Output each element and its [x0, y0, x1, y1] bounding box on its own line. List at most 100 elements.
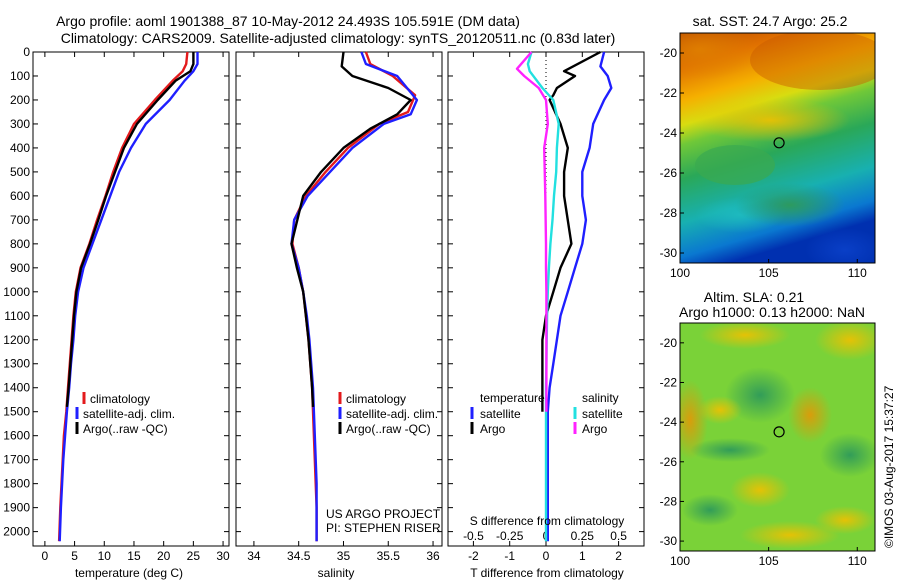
y-tick-label: 1900 — [3, 501, 30, 515]
x-tick-label: 100 — [670, 554, 690, 568]
y-tick-label: -20 — [660, 336, 678, 350]
series-line-satellite-adj-clim- — [58, 52, 199, 542]
salinity-axes: 34 34.5 35 35.5 36 — [236, 51, 442, 563]
legend-label-argo: Argo(..raw -QC) — [346, 422, 431, 436]
y-tick-label: -30 — [660, 534, 678, 548]
y-tick-label: -24 — [660, 126, 678, 140]
x-tick-label: 110 — [848, 266, 867, 280]
temperature-axes: 0 5 10 15 20 25 300100200300400500600700800900… — [3, 45, 230, 563]
imos-credit: ©IMOS 03-Aug-2017 15:37:27 — [882, 385, 896, 548]
y-tick-label: 200 — [10, 93, 30, 107]
series-line-satellite-adj-clim- — [290, 51, 419, 542]
y-tick-label: -20 — [660, 46, 678, 60]
x-tick-label: 0 — [42, 549, 49, 563]
x-tick-label: 34.5 — [287, 549, 311, 563]
temperature-xlabel: temperature (deg C) — [75, 566, 183, 580]
y-tick-label: 900 — [10, 261, 30, 275]
y-tick-label: 500 — [10, 165, 30, 179]
x-tick-label: 105 — [759, 554, 779, 568]
y-tick-label: 1000 — [3, 285, 30, 299]
s-tick-label: 0.5 — [610, 529, 627, 543]
sla-map-axes: 100 105 110 -20 -22 -24 -26 -28 -30 — [660, 336, 868, 568]
project-annotation: US ARGO PROJECT — [326, 507, 441, 521]
x-tick-label: 110 — [848, 554, 867, 568]
legend-label-satellite: satellite-adj. clim. — [346, 407, 438, 421]
pi-annotation: PI: STEPHEN RISER — [326, 521, 441, 535]
x-tick-label: 36 — [426, 549, 440, 563]
series-line-climatology — [291, 51, 417, 542]
series-line-argo-raw-qc- — [65, 52, 195, 408]
legend-label-t-satellite: satellite — [480, 407, 521, 421]
x-tick-label: -2 — [468, 549, 479, 563]
s-tick-label: -0.25 — [496, 529, 524, 543]
y-tick-label: -26 — [660, 166, 678, 180]
x-tick-label: 0 — [543, 549, 550, 563]
y-tick-label: 1200 — [3, 333, 30, 347]
y-tick-label: 1700 — [3, 453, 30, 467]
legend-label-climatology: climatology — [90, 392, 150, 406]
y-tick-label: 400 — [10, 141, 30, 155]
y-tick-label: 1100 — [4, 309, 30, 323]
legend-label-argo: Argo(..raw -QC) — [83, 422, 168, 436]
x-tick-label: 35.5 — [377, 549, 401, 563]
salinity-lines — [290, 51, 419, 542]
sla-map-subtitle: Argo h1000: 0.13 h2000: NaN — [679, 304, 865, 320]
legend-label-satellite: satellite-adj. clim. — [83, 407, 175, 421]
x-tick-label: 5 — [71, 549, 78, 563]
salinity-xlabel: salinity — [318, 566, 355, 580]
y-tick-label: -26 — [660, 455, 678, 469]
x-tick-label: 25 — [187, 549, 201, 563]
legend-label-s-satellite: satellite — [582, 407, 623, 421]
legend-header-salinity: salinity — [582, 391, 619, 405]
y-tick-label: 0 — [23, 45, 30, 59]
series-line-argo-salinity — [515, 51, 549, 412]
argo-location-marker — [773, 137, 785, 149]
y-tick-label: 600 — [10, 189, 30, 203]
legend-header-temperature: temperature — [480, 391, 545, 405]
y-tick-label: -22 — [660, 86, 678, 100]
sla-map-frame — [679, 322, 876, 552]
y-tick-label: 300 — [10, 117, 30, 131]
y-tick-label: 1300 — [3, 357, 30, 371]
difference-legend: temperature salinity satellite Argo sate… — [470, 391, 623, 436]
s-tick-label: -0.5 — [463, 529, 484, 543]
sla-map-title: Altim. SLA: 0.21 — [704, 289, 805, 305]
s-difference-xlabel: S difference from climatology — [470, 514, 625, 528]
sla-map-image — [680, 323, 875, 551]
difference-lines — [515, 50, 613, 542]
x-tick-label: -1 — [504, 549, 515, 563]
t-difference-xlabel: T difference from climatology — [470, 566, 624, 580]
x-tick-label: 105 — [759, 266, 779, 280]
salinity-panel-frame — [235, 51, 443, 547]
x-tick-label: 1 — [579, 549, 586, 563]
y-tick-label: 2000 — [3, 525, 30, 539]
sst-map-frame — [679, 32, 876, 264]
sst-map-axes: 100 105 110 -20 -22 -24 -26 -28 -30 — [660, 46, 868, 280]
figure-title-line2: Climatology: CARS2009. Satellite-adjuste… — [61, 30, 616, 46]
temperature-panel-frame — [32, 51, 230, 547]
y-tick-label: -24 — [660, 415, 678, 429]
series-line-satellite-temperature — [546, 51, 613, 542]
temperature-lines — [57, 51, 199, 542]
y-tick-label: 1500 — [3, 405, 30, 419]
salinity-legend: climatology satellite-adj. clim. Argo(..… — [338, 392, 438, 436]
argo-location-marker — [773, 426, 785, 438]
y-tick-label: -22 — [660, 375, 678, 389]
s-tick-label: 0.25 — [571, 529, 595, 543]
figure-title-line1: Argo profile: aoml 1901388_87 10-May-201… — [56, 13, 520, 29]
y-tick-label: -30 — [660, 246, 678, 260]
sst-map-image — [680, 33, 875, 263]
x-tick-label: 10 — [98, 549, 112, 563]
x-tick-label: 20 — [157, 549, 171, 563]
y-tick-label: 1600 — [3, 429, 30, 443]
y-tick-label: -28 — [660, 494, 678, 508]
legend-label-s-argo: Argo — [582, 422, 608, 436]
y-tick-label: 100 — [10, 69, 30, 83]
sst-map-title: sat. SST: 24.7 Argo: 25.2 — [693, 13, 848, 29]
series-line-argo-raw-qc- — [290, 51, 412, 407]
x-tick-label: 35 — [337, 549, 351, 563]
y-tick-label: -28 — [660, 206, 678, 220]
series-line-argo-temperature — [541, 50, 601, 412]
x-tick-label: 30 — [216, 549, 230, 563]
